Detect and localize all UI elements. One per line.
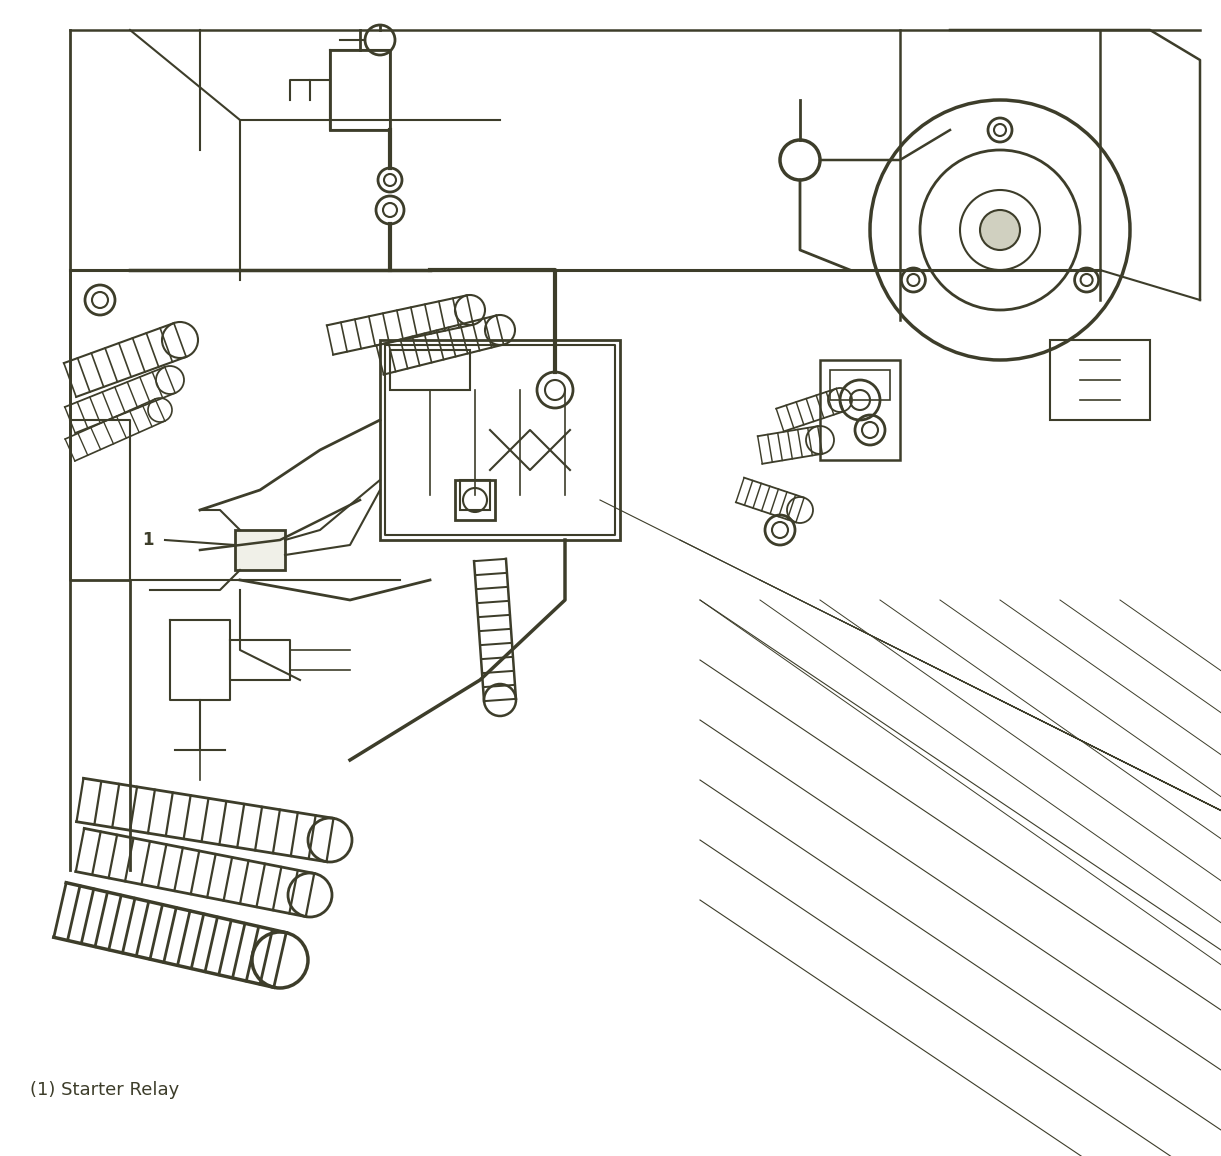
Text: 1: 1 (143, 531, 154, 549)
Bar (460, 480, 490, 510)
Bar (234, 529, 284, 570)
Bar (389, 350, 470, 390)
Bar (380, 340, 620, 540)
Bar (330, 50, 389, 129)
Bar (455, 480, 495, 520)
Text: (1) Starter Relay: (1) Starter Relay (31, 1081, 179, 1099)
Bar (821, 360, 900, 460)
Bar (830, 370, 890, 400)
Bar (1050, 340, 1150, 420)
Circle shape (980, 210, 1020, 250)
